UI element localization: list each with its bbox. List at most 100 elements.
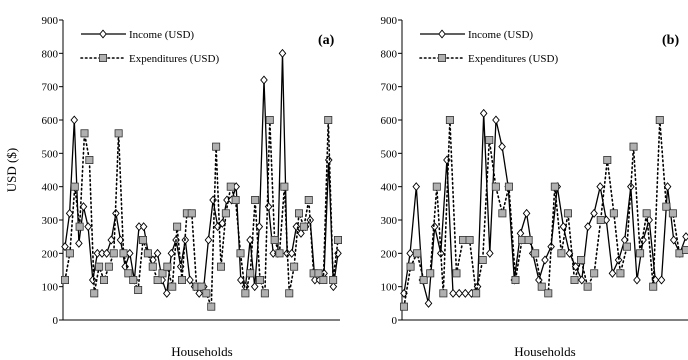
y-tick-label: 500 [381,148,398,160]
panel-label: (a) [318,33,335,48]
expenditures-point [570,275,579,284]
expenditures-point [324,116,333,125]
expenditures-point [212,142,221,151]
income-point [516,228,525,238]
expenditures-point [138,235,147,244]
legend-expenditures-label: Expenditures (USD) [468,53,558,65]
income-point [195,288,203,298]
income-point [590,208,598,218]
expenditures-point [216,262,225,271]
income-point [250,282,259,292]
income-point [547,242,555,252]
expenditures-point [544,289,553,298]
income-point [107,235,116,245]
income-point [479,108,488,118]
expenditures-point [90,289,99,298]
income-point [260,75,268,85]
expenditures-point [649,282,658,291]
income-point [663,182,672,192]
expenditures-point [596,215,605,224]
expenditures-point [129,275,138,284]
income-line [64,53,339,295]
expenditures-point [485,135,494,144]
y-tick-label: 500 [42,148,59,160]
expenditures-point [452,269,461,278]
expenditures-point [399,302,408,311]
income-point [213,222,222,232]
expenditures-point [329,275,338,284]
expenditures-point [472,289,481,298]
expenditures-point [590,269,599,278]
expenditures-point [80,129,89,138]
legend-income-marker [99,29,107,39]
expenditures-point [95,262,104,271]
income-point [75,238,83,248]
income-point [424,298,433,308]
expenditures-point [158,269,167,278]
income-point [541,255,549,265]
income-point [297,228,305,238]
expenditures-point [662,202,671,211]
expenditures-point [226,182,235,191]
income-point [167,248,176,258]
y-tick-label: 400 [381,182,398,194]
y-tick-label: 200 [42,248,59,260]
income-point [577,275,586,285]
y-tick-label: 300 [381,215,398,227]
expenditures-point [104,262,113,271]
income-point [608,268,617,278]
expenditures-point [280,182,289,191]
income-point [153,248,162,258]
expenditures-point [333,235,342,244]
expenditures-point [163,262,172,271]
expenditures-point [537,282,546,291]
expenditures-point [134,285,143,294]
expenditures-point [207,302,216,311]
income-point [406,248,414,258]
income-point [639,235,647,245]
expenditures-point [177,275,186,284]
expenditures-point [675,249,684,258]
income-point [88,275,97,285]
income-point [264,202,273,212]
expenditures-point [260,289,269,298]
income-point [657,275,666,285]
income-point [218,218,227,228]
y-tick-label: 0 [392,315,398,327]
income-point [443,155,451,165]
y-tick-label: 200 [381,248,398,260]
expenditures-point [419,275,428,284]
expenditures-point [498,209,507,218]
income-point [287,248,296,258]
income-point [584,222,592,232]
legend-income-label: Income (USD) [129,29,194,41]
income-point [614,255,623,265]
expenditures-point [236,249,245,258]
legend: Income (USD) Expenditures (USD) [419,29,558,65]
y-axis-label: USD ($) [4,148,19,192]
panel-label: (b) [662,33,679,48]
income-point [79,202,88,212]
income-point [186,275,194,285]
income-point [455,288,463,298]
expenditures-point [629,142,638,151]
y-tick-label: 100 [42,282,59,294]
expenditures-point [491,182,500,191]
y-tick-label: 600 [42,115,59,127]
y-tick-label: 100 [381,282,398,294]
expenditures-point [231,195,240,204]
income-point [329,282,338,292]
expenditures-point [609,209,618,218]
expenditures-point [153,275,162,284]
income-series [61,48,342,298]
income-point [70,115,79,125]
income-series [400,108,688,308]
expenditures-point [459,235,468,244]
income-point [596,182,604,192]
income-point [209,195,217,205]
expenditures-point [314,269,323,278]
expenditures-point [426,269,435,278]
income-point [102,248,111,258]
expenditures-point [255,275,264,284]
y-tick-label: 700 [42,82,59,94]
